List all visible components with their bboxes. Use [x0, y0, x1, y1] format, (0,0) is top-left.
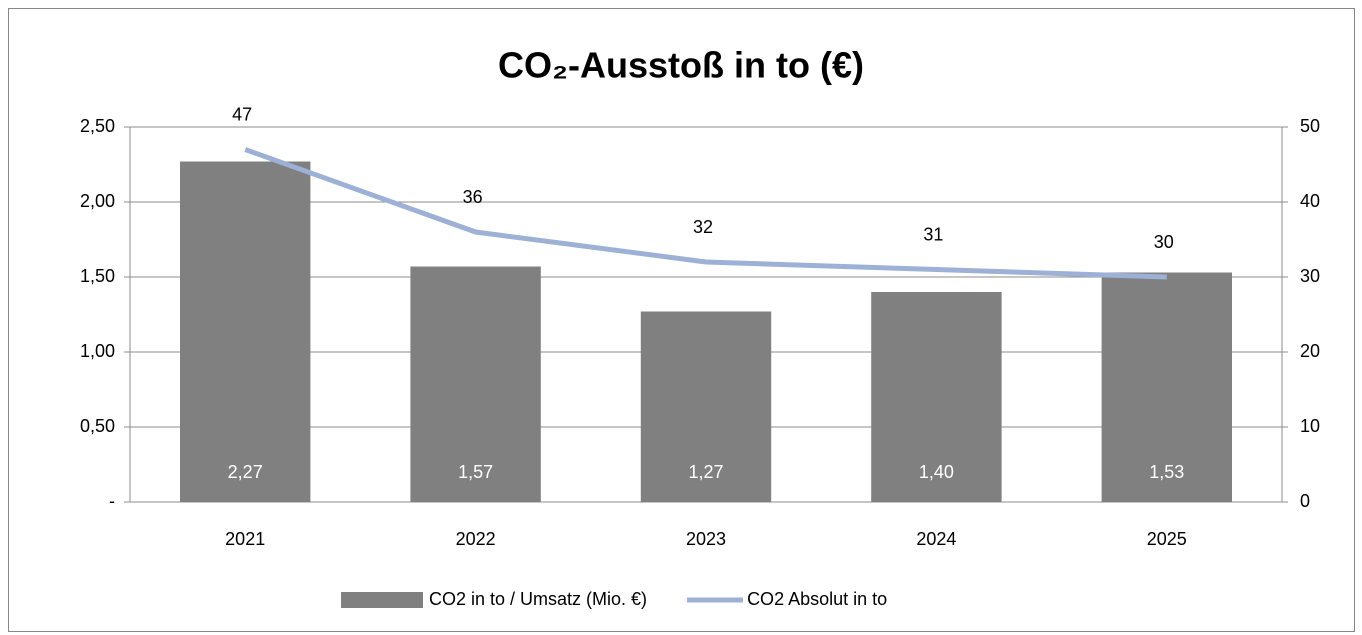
legend-label: CO2 in to / Umsatz (Mio. €) [429, 589, 647, 609]
x-tick-label: 2022 [456, 529, 496, 549]
y-tick-label: 0,50 [80, 416, 115, 436]
y-tick-label: 1,00 [80, 341, 115, 361]
y2-tick-label: 30 [1300, 266, 1320, 286]
line-label: 30 [1154, 232, 1174, 252]
bar-label: 2,27 [228, 462, 263, 482]
bar-label: 1,57 [458, 462, 493, 482]
line-label: 47 [232, 104, 252, 124]
bar-label: 1,40 [919, 462, 954, 482]
x-tick-label: 2021 [225, 529, 265, 549]
bar [871, 292, 1002, 502]
y2-tick-label: 50 [1300, 116, 1320, 136]
y-tick-label: - [109, 491, 115, 511]
bar-label: 1,53 [1149, 462, 1184, 482]
x-tick-label: 2025 [1147, 529, 1187, 549]
line-label: 36 [463, 187, 483, 207]
bar [1101, 272, 1233, 502]
legend-label: CO2 Absolut in to [747, 589, 887, 609]
y-tick-label: 2,50 [80, 116, 115, 136]
y-tick-label: 2,00 [80, 191, 115, 211]
line [244, 147, 1167, 280]
line-label: 32 [693, 217, 713, 237]
y2-tick-label: 20 [1300, 341, 1320, 361]
x-tick-label: 2023 [686, 529, 726, 549]
y-tick-label: 1,50 [80, 266, 115, 286]
bar-label: 1,27 [688, 462, 723, 482]
chart-title: CO₂-Ausstoß in to (€) [498, 45, 864, 86]
bar [179, 161, 311, 502]
x-tick-label: 2024 [916, 529, 956, 549]
legend-swatch [341, 592, 423, 608]
bar [410, 266, 541, 502]
line-label: 31 [923, 224, 943, 244]
y2-tick-label: 40 [1300, 191, 1320, 211]
bar [640, 311, 772, 502]
y2-tick-label: 10 [1300, 416, 1320, 436]
y2-tick-label: 0 [1300, 491, 1310, 511]
